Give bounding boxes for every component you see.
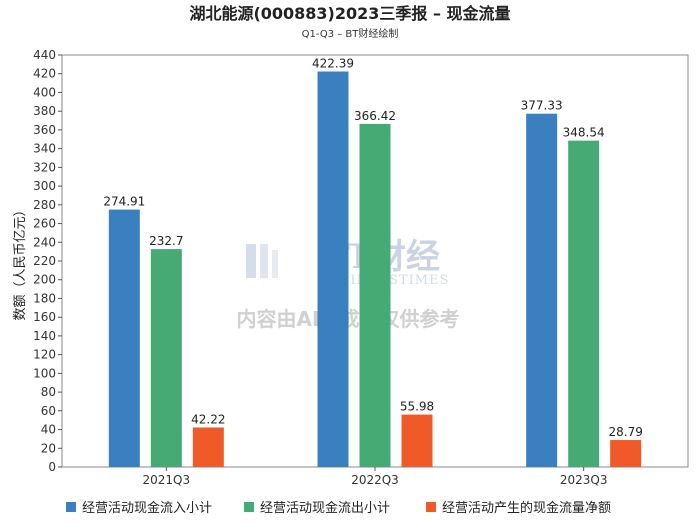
- bar-data-label: 377.33: [521, 99, 563, 113]
- y-tick-label: 440: [33, 48, 56, 62]
- bar-data-label: 232.7: [149, 234, 183, 248]
- x-tick-label: 2023Q3: [560, 473, 608, 487]
- x-tick-label: 2021Q3: [143, 473, 191, 487]
- bar: [359, 123, 391, 467]
- y-tick-label: 360: [33, 123, 56, 137]
- legend-swatch: [426, 502, 436, 512]
- y-tick-label: 400: [33, 85, 56, 99]
- bar: [568, 140, 600, 467]
- y-tick-label: 200: [33, 273, 56, 287]
- bar: [150, 249, 182, 467]
- y-tick-label: 220: [33, 254, 56, 268]
- legend: 经营活动现金流入小计 经营活动现金流出小计 经营活动产生的现金流量净额: [66, 500, 611, 516]
- y-tick-label: 260: [33, 217, 56, 231]
- x-tick-label: 2022Q3: [351, 473, 399, 487]
- legend-swatch: [66, 502, 76, 512]
- legend-item-label: 经营活动现金流入小计: [82, 500, 212, 516]
- bar: [108, 209, 140, 467]
- legend-item-label: 经营活动产生的现金流量净额: [442, 500, 611, 516]
- y-tick-label: 0: [48, 460, 56, 474]
- chart-subtitle: Q1-Q3 – BT财经绘制: [302, 27, 399, 40]
- y-tick-label: 160: [33, 310, 56, 324]
- bar: [401, 414, 433, 467]
- y-tick-label: 140: [33, 329, 56, 343]
- chart-title: 湖北能源(000883)2023三季报 – 现金流量: [189, 4, 510, 23]
- y-tick-label: 280: [33, 198, 56, 212]
- y-tick-label: 300: [33, 179, 56, 193]
- y-tick-label: 120: [33, 348, 56, 362]
- watermark-logo-icon: [246, 244, 278, 278]
- bar: [610, 440, 642, 467]
- legend-swatch: [244, 502, 254, 512]
- bar-data-label: 28.79: [608, 425, 642, 439]
- bar: [526, 113, 558, 467]
- plot-area: 0 20 40 60 80 100 120 140 160 180 200 220 240 260 280 3…: [33, 48, 689, 487]
- legend-item-label: 经营活动现金流出小计: [260, 500, 390, 516]
- bar-data-label: 274.91: [103, 195, 145, 209]
- y-tick-label: 80: [41, 385, 56, 399]
- y-tick-label: 180: [33, 291, 56, 305]
- bar-data-label: 366.42: [354, 109, 396, 123]
- y-tick-label: 340: [33, 142, 56, 156]
- y-tick-label: 240: [33, 235, 56, 249]
- bar: [192, 427, 224, 467]
- bar-data-label: 42.22: [191, 412, 225, 426]
- bar-data-label: 348.54: [563, 126, 605, 140]
- y-tick-label: 380: [33, 104, 56, 118]
- y-tick-label: 420: [33, 67, 56, 81]
- bar: [317, 71, 349, 467]
- y-axis-label: 数额（人民币亿元）: [13, 203, 28, 320]
- y-tick-label: 20: [41, 441, 56, 455]
- bar-data-label: 55.98: [400, 400, 434, 414]
- bar-data-label: 422.39: [312, 56, 354, 70]
- y-tick-label: 100: [33, 366, 56, 380]
- y-tick-label: 60: [41, 404, 56, 418]
- y-tick-label: 320: [33, 160, 56, 174]
- y-tick-label: 40: [41, 423, 56, 437]
